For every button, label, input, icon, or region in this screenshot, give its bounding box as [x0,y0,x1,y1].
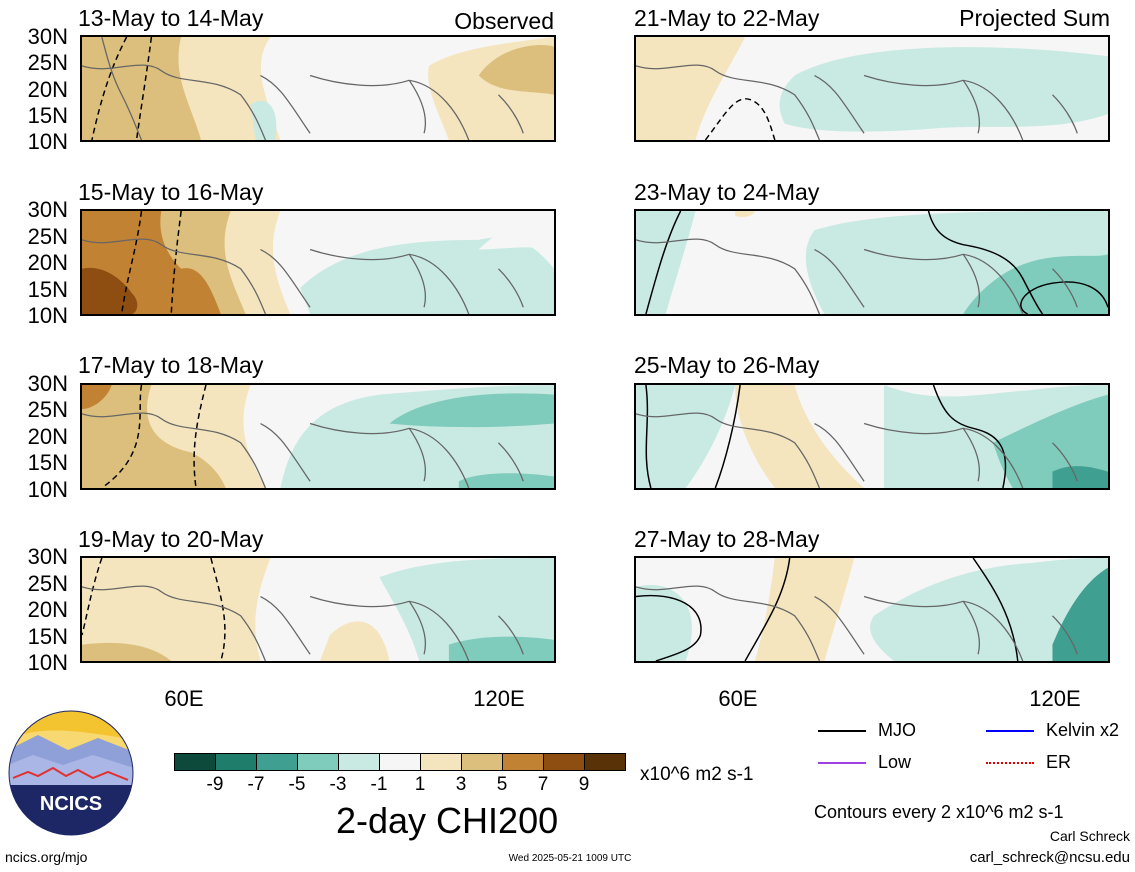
lat-label: 25N [27,50,68,75]
lat-label: 20N [27,250,68,275]
mjo-legend-label: MJO [878,720,916,740]
low-legend-line [818,762,866,764]
map-panel-4 [634,209,1110,316]
colorbar-swatch [420,753,462,771]
lat-label: 20N [27,597,68,622]
lon-label-120e-left: 120E [473,686,525,711]
lat-label: 20N [27,424,68,449]
colorbar-swatch [543,753,585,771]
colorbar-tick: 5 [496,774,508,795]
lat-label: 10N [27,303,68,328]
lon-label-120e-right: 120E [1029,686,1081,711]
lat-label: 15N [27,624,68,649]
panel-title-5: 17-May to 18-May [78,352,264,378]
map-panel-8 [634,556,1110,663]
lat-label: 30N [27,24,68,49]
lat-label: 30N [27,197,68,222]
colorbar-tick: -3 [329,774,347,795]
lat-label: 25N [27,224,68,249]
mjo-legend-line [818,730,866,732]
lat-label: 30N [27,371,68,396]
panel-title-7: 19-May to 20-May [78,526,264,552]
kelvin-legend-line [986,730,1034,732]
colorbar-swatch [215,753,257,771]
panel-title-2: 21-May to 22-May [634,5,820,31]
lat-label: 15N [27,450,68,475]
kelvin-legend-label: Kelvin x2 [1046,720,1120,740]
lat-label: 30N [27,544,68,569]
panel-title-6: 25-May to 26-May [634,352,820,378]
low-legend-label: Low [878,752,912,772]
author-email: carl_schreck@ncsu.edu [969,849,1130,866]
lat-label: 25N [27,571,68,596]
lat-label: 15N [27,277,68,302]
colorbar-tick: 1 [414,774,426,795]
colorbar-swatch [584,753,626,771]
panel-title-1: 13-May to 14-May [78,5,264,31]
colorbar-swatch [379,753,421,771]
colorbar-units: x10^6 m2 s-1 [640,764,754,785]
lat-label: 10N [27,129,68,154]
website-link[interactable]: ncics.org/mjo [5,849,88,865]
lat-label: 20N [27,77,68,102]
contour-note: Contours every 2 x10^6 m2 s-1 [814,802,1064,822]
lat-label: 10N [27,477,68,502]
chart-title: 2-day CHI200 [336,800,559,841]
colorbar-tick: 9 [578,774,590,795]
colorbar-tick: 3 [455,774,467,795]
colorbar-tick: -7 [247,774,265,795]
colorbar-tick: -1 [370,774,388,795]
map-panel-1 [80,35,556,142]
panel-title-8: 27-May to 28-May [634,526,820,552]
colorbar-swatch [297,753,339,771]
panel-title-3: 15-May to 16-May [78,179,264,205]
map-panel-3 [80,209,556,316]
er-legend-label: ER [1046,752,1072,772]
author-name: Carl Schreck [1049,828,1130,844]
er-legend-line [986,762,1034,764]
observed-label: Observed [454,8,554,34]
colorbar-swatch [256,753,298,771]
map-panel-6 [634,383,1110,490]
map-panel-2 [634,35,1110,142]
colorbar-tick: -9 [206,774,224,795]
ncics-logo: NCICS [8,710,134,836]
colorbar-swatch [502,753,544,771]
colorbar-tick: -5 [288,774,306,795]
colorbar-swatch [338,753,380,771]
lon-label-60e-right: 60E [718,686,758,711]
colorbar-swatch [461,753,503,771]
lat-label: 15N [27,103,68,128]
logo-text: NCICS [40,793,102,815]
colorbar-swatch [174,753,216,771]
panel-title-4: 23-May to 24-May [634,179,820,205]
map-panel-7 [80,556,556,663]
lat-label: 25N [27,397,68,422]
map-panel-5 [80,383,556,490]
colorbar-tick: 7 [537,774,549,795]
timestamp: Wed 2025-05-21 1009 UTC [508,853,632,864]
lat-label: 10N [27,650,68,675]
projected-sum-label: Projected Sum [959,5,1110,31]
lon-label-60e-left: 60E [164,686,204,711]
